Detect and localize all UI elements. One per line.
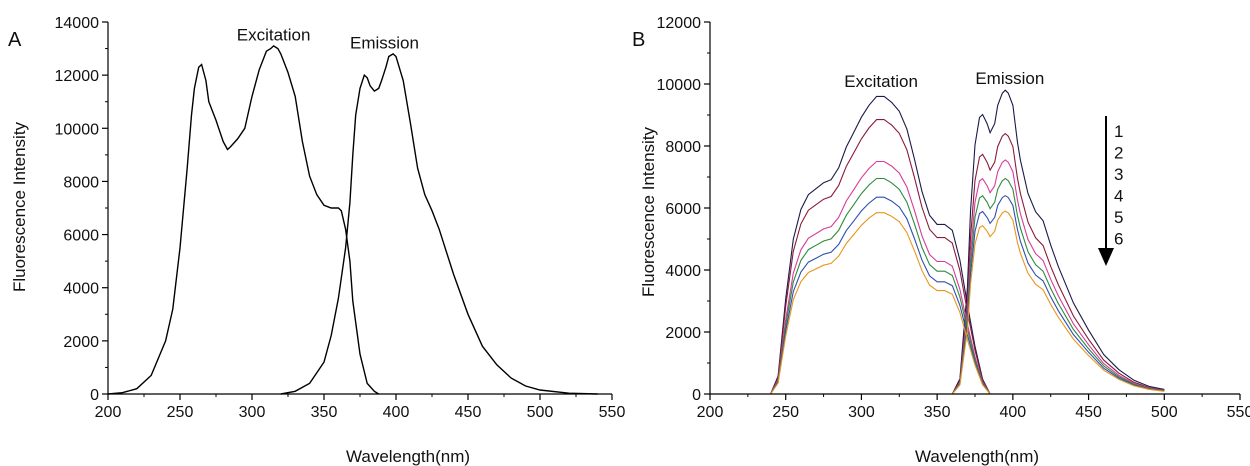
panel-b-emission-line-6 [951, 210, 1165, 395]
panel-a-x-tick-label: 500 [527, 404, 554, 421]
panel-a-y-tick-label: 10000 [55, 121, 100, 138]
panel-a-x-axis-label: Wavelength(nm) [346, 447, 470, 466]
panel-a-excitation-line [107, 45, 380, 395]
panel-a-x-tick-label: 400 [383, 404, 410, 421]
series-order-label-5: 5 [1114, 208, 1123, 227]
panel-a-series [107, 45, 598, 395]
panel-b-emission-line-1 [951, 89, 1165, 395]
panel-b-excitation-line-2 [770, 119, 991, 395]
panel-b-y-tick-label: 12000 [657, 15, 702, 32]
panel-a-axes: 200 250 300 350 400 450 500 550 0 2000 4000 6000 800… [55, 15, 626, 421]
panel-b-series [770, 89, 1165, 395]
panel-a-y-tick-label: 0 [90, 387, 99, 404]
panel-b-emission-annotation: Emission [975, 69, 1044, 88]
panel-a-y-tick-label: 14000 [55, 15, 100, 32]
panel-b-y-tick-label: 6000 [665, 201, 701, 218]
panel-b-excitation-line-5 [770, 196, 991, 395]
panel-b-emission-line-3 [951, 159, 1165, 395]
panel-b-x-axis-label: Wavelength(nm) [915, 447, 1039, 466]
panel-a-emission-line [280, 53, 598, 395]
panel-b-x-tick-label: 550 [1227, 404, 1250, 421]
panel-a-y-tick-label: 8000 [63, 174, 99, 191]
panel-a-y-tick-label: 4000 [63, 281, 99, 298]
panel-b-excitation-line-3 [770, 160, 991, 395]
panel-b-x-tick-label: 350 [924, 404, 951, 421]
panel-a-emission-annotation: Emission [350, 34, 419, 53]
panel-b-label: B [632, 29, 645, 51]
series-order-label-3: 3 [1114, 165, 1123, 184]
panel-b-excitation-line-1 [770, 95, 991, 395]
panel-b-y-tick-label: 2000 [665, 325, 701, 342]
panel-a: A 200 250 300 350 400 450 500 550 0 2000 4000 6000 8… [8, 15, 625, 466]
panel-a-x-tick-label: 450 [455, 404, 482, 421]
panel-b-axes: 200 250 300 350 400 450 500 550 0 2000 4000 6000 800… [657, 15, 1250, 421]
panel-a-x-tick-label: 250 [167, 404, 194, 421]
panel-b-x-tick-label: 500 [1151, 404, 1178, 421]
panel-a-x-tick-label: 350 [311, 404, 338, 421]
panel-b-x-tick-label: 300 [848, 404, 875, 421]
panel-b-emission-line-4 [951, 177, 1165, 395]
series-order-label-1: 1 [1114, 122, 1123, 141]
panel-b-excitation-line-6 [770, 212, 991, 395]
panel-a-excitation-annotation: Excitation [237, 26, 311, 45]
panel-a-y-tick-label: 2000 [63, 334, 99, 351]
panel-b-x-tick-label: 400 [1000, 404, 1027, 421]
series-order-label-6: 6 [1114, 230, 1123, 249]
panel-b-x-tick-label: 450 [1075, 404, 1102, 421]
series-order-arrow-group: 1 2 3 4 5 6 [1098, 116, 1123, 266]
panel-b-y-tick-label: 8000 [665, 139, 701, 156]
panel-a-x-tick-label: 300 [239, 404, 266, 421]
panel-a-y-axis-label: Fluorescence Intensity [10, 121, 29, 292]
panel-a-y-tick-label: 6000 [63, 228, 99, 245]
panel-a-y-tick-label: 12000 [55, 68, 100, 85]
down-arrow-icon [1098, 248, 1114, 266]
series-order-label-4: 4 [1114, 187, 1123, 206]
panel-b-excitation-line-4 [770, 177, 991, 395]
panel-b-emission-line-2 [951, 132, 1165, 395]
panel-b-emission-line-5 [951, 194, 1165, 395]
panel-b-x-tick-label: 250 [772, 404, 799, 421]
panel-a-x-tick-label: 550 [599, 404, 626, 421]
panel-b-y-tick-label: 10000 [657, 77, 702, 94]
panel-a-label: A [8, 29, 22, 51]
series-order-label-2: 2 [1114, 144, 1123, 163]
panel-b-x-tick-label: 200 [697, 404, 724, 421]
panel-b-excitation-annotation: Excitation [844, 72, 918, 91]
panel-b-y-tick-label: 0 [692, 387, 701, 404]
panel-b-y-axis-label: Fluorescence Intensity [639, 126, 658, 297]
panel-a-x-tick-label: 200 [95, 404, 122, 421]
panel-b-y-tick-label: 4000 [665, 263, 701, 280]
panel-b: B 200 250 300 350 400 450 500 550 0 2000 4000 6000 8… [632, 15, 1250, 466]
